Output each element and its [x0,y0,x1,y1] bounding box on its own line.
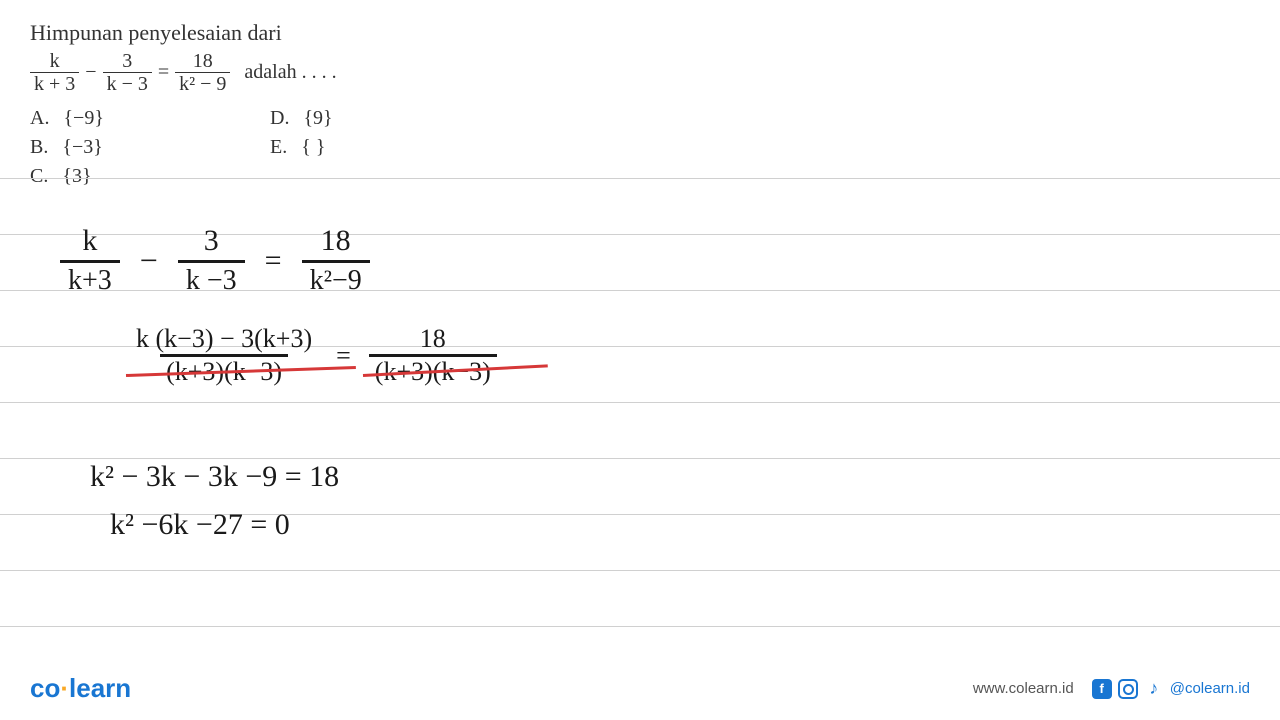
fraction-1: k k + 3 [30,50,79,95]
minus-op: − [85,61,96,84]
hw-frac-2: 3 k −3 [178,226,245,295]
ruled-line [0,402,1280,403]
handwriting-step-3: k² − 3k − 3k −9 = 18 [90,460,339,494]
frac3-num: 18 [189,50,217,72]
instagram-icon [1118,679,1138,699]
frac1-num: k [46,50,64,72]
frac1-den: k + 3 [30,72,79,95]
handwriting-step-4: k² −6k −27 = 0 [110,508,290,542]
question-prompt: Himpunan penyelesaian dari [30,20,1250,46]
hw-frac-1: k k+3 [60,226,120,295]
option-e: E.{ } [270,136,470,159]
logo-co: co [30,673,60,703]
ruled-line [0,458,1280,459]
handwriting-step-2: k (k−3) − 3(k+3) (k+3)(k−3) = 18 (k+3)(k… [130,326,497,385]
option-a: A.{−9} [30,107,230,130]
tiktok-icon: ♪ [1144,679,1164,699]
frac2-den: k − 3 [103,72,152,95]
option-b: B.{−3} [30,136,230,159]
frac3-den: k² − 9 [175,72,230,95]
footer-right: www.colearn.id f ♪ @colearn.id [973,679,1250,699]
equals-op: = [158,61,169,84]
ruled-line [0,626,1280,627]
handwriting-step-1: k k+3 − 3 k −3 = 18 k²−9 [60,226,370,295]
hw-minus: − [140,242,158,279]
option-d: D.{9} [270,107,470,130]
brand-logo: co·learn [30,673,131,704]
fraction-2: 3 k − 3 [103,50,152,95]
logo-learn: learn [69,673,131,703]
printed-question: Himpunan penyelesaian dari k k + 3 − 3 k… [0,0,1280,188]
social-handle: @colearn.id [1170,680,1250,697]
hw-frac-right: 18 (k+3)(k−3) [369,326,497,385]
logo-dot: · [60,673,69,703]
ruled-line [0,178,1280,179]
frac2-num: 3 [118,50,136,72]
hw-frac-3: 18 k²−9 [302,226,370,295]
hw-equals: = [265,244,282,278]
footer: co·learn www.colearn.id f ♪ @colearn.id [0,673,1280,704]
social-handles: f ♪ @colearn.id [1092,679,1250,699]
ruled-line [0,570,1280,571]
question-trailing: adalah . . . . [244,61,336,84]
footer-url: www.colearn.id [973,680,1074,697]
facebook-icon: f [1092,679,1112,699]
question-equation: k k + 3 − 3 k − 3 = 18 k² − 9 adalah . .… [30,50,1250,95]
answer-options: A.{−9} D.{9} B.{−3} E.{ } C.{3} [30,107,1250,188]
option-c: C.{3} [30,165,230,188]
hw-frac-left: k (k−3) − 3(k+3) (k+3)(k−3) [130,326,318,385]
fraction-3: 18 k² − 9 [175,50,230,95]
